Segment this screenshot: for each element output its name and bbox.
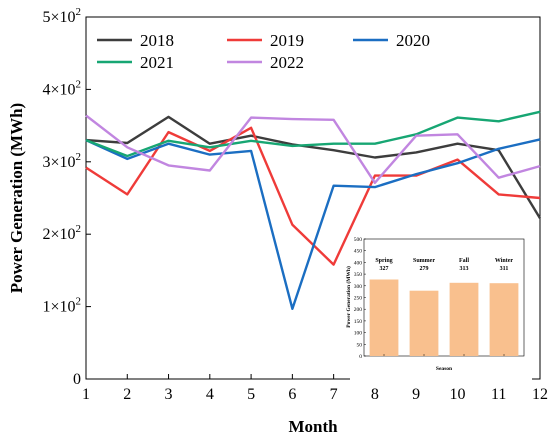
inset-bar-value-label: 279	[420, 266, 429, 272]
x-tick-label: 3	[165, 386, 173, 403]
inset-y-tick-label: 100	[354, 331, 363, 337]
x-tick-label: 9	[412, 386, 420, 403]
inset-bar-value-label: 311	[500, 266, 509, 272]
legend-label-2021: 2021	[140, 53, 174, 72]
legend-label-2020: 2020	[396, 31, 430, 50]
y-tick-label: 5×102	[42, 6, 81, 26]
inset-bar-fall	[449, 282, 479, 356]
inset-bars: Spring 327 Summer 279 Fall 313 Winter 311	[369, 258, 519, 356]
inset-bar-spring	[369, 279, 399, 356]
inset-bar-category-label: Summer	[413, 258, 435, 264]
x-tick-label: 12	[532, 386, 548, 403]
inset-y-tick-label: 150	[354, 319, 363, 325]
inset-y-tick-label: 450	[354, 249, 363, 255]
x-axis: 1 2 3 4 5 6 7 8 9 10 11 12	[82, 374, 548, 403]
inset-bar-category-label: Spring	[375, 258, 392, 264]
inset-y-tick-label: 250	[354, 296, 363, 302]
inset-bar-value-label: 313	[460, 266, 469, 272]
y-axis-title: Power Generation (MWh)	[7, 103, 26, 293]
series-line-2021	[85, 110, 541, 158]
inset-x-axis-title: Season	[436, 366, 452, 372]
x-tick-label: 2	[123, 386, 131, 403]
inset-y-tick-label: 500	[354, 237, 363, 243]
series-lines	[85, 110, 542, 310]
inset-bar-category-label: Winter	[495, 258, 514, 264]
y-tick-label: 3×102	[42, 151, 81, 171]
x-tick-label: 1	[82, 386, 90, 403]
legend-label-2022: 2022	[270, 53, 304, 72]
legend-label-2019: 2019	[270, 31, 304, 50]
x-tick-label: 8	[371, 386, 379, 403]
inset-y-tick-label: 400	[354, 260, 363, 266]
inset-bar-chart: 0 50 100 150 200 250 300 350 400 450 500 Spring 327…	[345, 232, 532, 382]
y-tick-label: 0	[73, 371, 81, 388]
y-tick-exponent: 2	[76, 151, 82, 163]
x-tick-label: 5	[247, 386, 255, 403]
series-line-2018	[85, 115, 542, 219]
inset-bar-summer	[409, 290, 439, 356]
y-tick-exponent: 2	[76, 78, 82, 90]
inset-y-axis-title: Power Generation (MWh)	[345, 266, 352, 328]
series-line-2020	[85, 138, 541, 310]
legend: 2018 2019 2020 2021 2022	[97, 31, 430, 72]
inset-y-tick-label: 200	[354, 307, 363, 313]
y-tick-exponent: 2	[76, 223, 82, 235]
x-tick-label: 10	[449, 386, 465, 403]
x-tick-label: 11	[491, 386, 506, 403]
inset-y-tick-label: 300	[354, 284, 363, 290]
x-tick-label: 6	[288, 386, 296, 403]
x-tick-label: 4	[206, 386, 214, 403]
y-tick-label: 1×102	[42, 296, 81, 316]
inset-y-tick-label: 350	[354, 272, 363, 278]
inset-y-tick-label: 50	[357, 342, 363, 348]
legend-label-2018: 2018	[140, 31, 174, 50]
x-axis-title: Month	[288, 417, 338, 436]
y-tick-exponent: 2	[76, 6, 82, 18]
x-tick-label: 7	[330, 386, 338, 403]
y-tick-exponent: 2	[76, 296, 82, 308]
inset-y-axis: 0 50 100 150 200 250 300 350 400 450 500	[354, 237, 366, 360]
inset-y-tick-label: 0	[359, 354, 362, 360]
inset-bar-winter	[489, 283, 519, 356]
series-line-2022	[85, 114, 541, 185]
inset-bar-category-label: Fall	[459, 258, 469, 264]
y-axis: 0 1×102 2×102 3×102 4×102 5×102	[42, 6, 91, 388]
inset-bar-value-label: 327	[380, 266, 389, 272]
y-tick-label: 2×102	[42, 223, 81, 243]
y-tick-label: 4×102	[42, 78, 81, 98]
